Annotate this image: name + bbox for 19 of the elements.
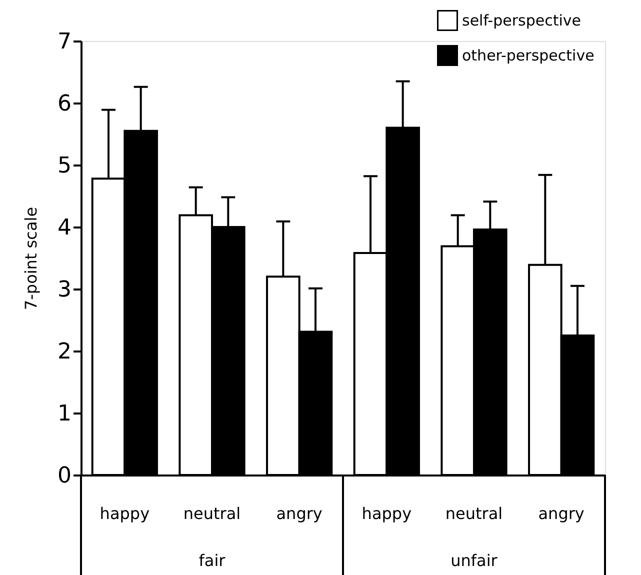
y-tick-label: 1 bbox=[58, 402, 72, 426]
y-tick-label: 6 bbox=[58, 92, 72, 116]
text: fair bbox=[198, 551, 226, 570]
x-tick-label: angry bbox=[538, 504, 584, 523]
legend-label: other-perspective bbox=[462, 46, 594, 64]
text: unfair bbox=[450, 551, 498, 570]
legend-label: self-perspective bbox=[462, 12, 581, 30]
y-tick-label: 4 bbox=[58, 216, 72, 240]
y-tick-label: 5 bbox=[58, 154, 72, 178]
y-tick-label: 2 bbox=[58, 340, 72, 364]
y-tick-label: 7 bbox=[58, 30, 72, 54]
y-tick-label: 0 bbox=[58, 464, 72, 488]
x-tick-label: happy bbox=[100, 504, 150, 523]
y-tick-label: 3 bbox=[58, 278, 72, 302]
x-tick-label: angry bbox=[276, 504, 322, 523]
x-tick-label: neutral bbox=[445, 504, 503, 523]
x-tick-label: happy bbox=[362, 504, 412, 523]
y-axis-title: 7-point scale bbox=[22, 206, 41, 310]
x-tick-label: neutral bbox=[183, 504, 241, 523]
